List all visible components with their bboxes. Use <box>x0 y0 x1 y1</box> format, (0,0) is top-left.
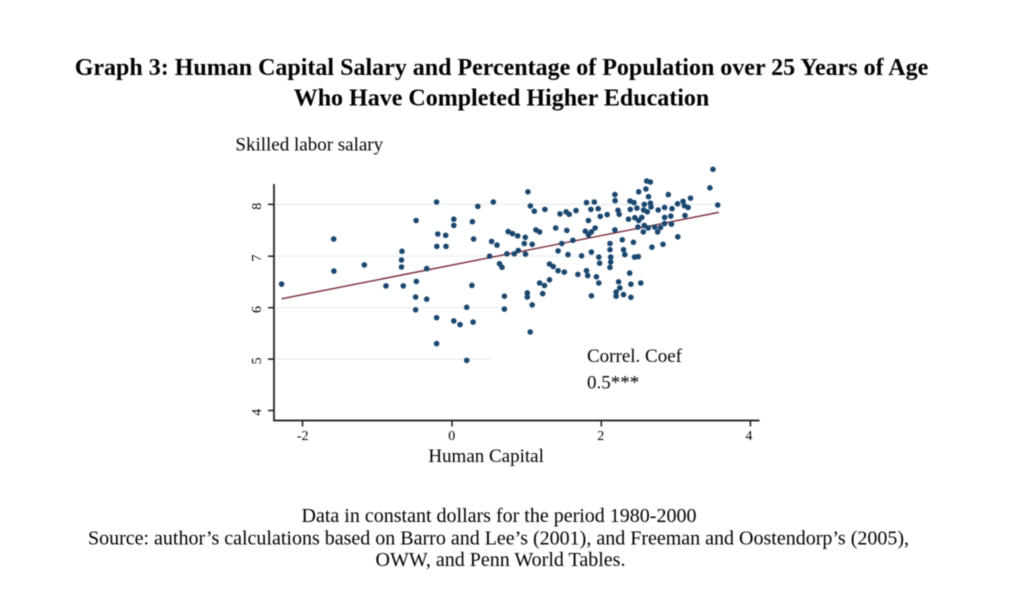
svg-text:4: 4 <box>745 429 752 444</box>
svg-text:Who Have Completed Higher Educ: Who Have Completed Higher Education <box>294 86 710 112</box>
svg-text:Data in constant dollars for t: Data in constant dollars for the period … <box>302 505 697 527</box>
svg-text:5: 5 <box>250 357 265 364</box>
svg-text:Source: author’s calculations: Source: author’s calculations based on B… <box>88 527 909 549</box>
svg-text:7: 7 <box>250 255 265 262</box>
svg-text:-2: -2 <box>297 429 309 444</box>
svg-text:6: 6 <box>250 306 265 313</box>
svg-text:4: 4 <box>250 409 265 416</box>
svg-text:2: 2 <box>597 429 604 444</box>
svg-text:Skilled labor salary: Skilled labor salary <box>235 134 383 155</box>
svg-text:OWW, and Penn World Tables.: OWW, and Penn World Tables. <box>376 549 626 571</box>
svg-text:0: 0 <box>448 429 455 444</box>
svg-text:Human Capital: Human Capital <box>428 446 544 467</box>
svg-text:0.5***: 0.5*** <box>587 373 639 394</box>
svg-text:Correl. Coef: Correl. Coef <box>587 346 683 367</box>
svg-text:8: 8 <box>250 203 265 210</box>
svg-text:Graph 3: Human Capital Salary: Graph 3: Human Capital Salary and Percen… <box>75 55 929 81</box>
